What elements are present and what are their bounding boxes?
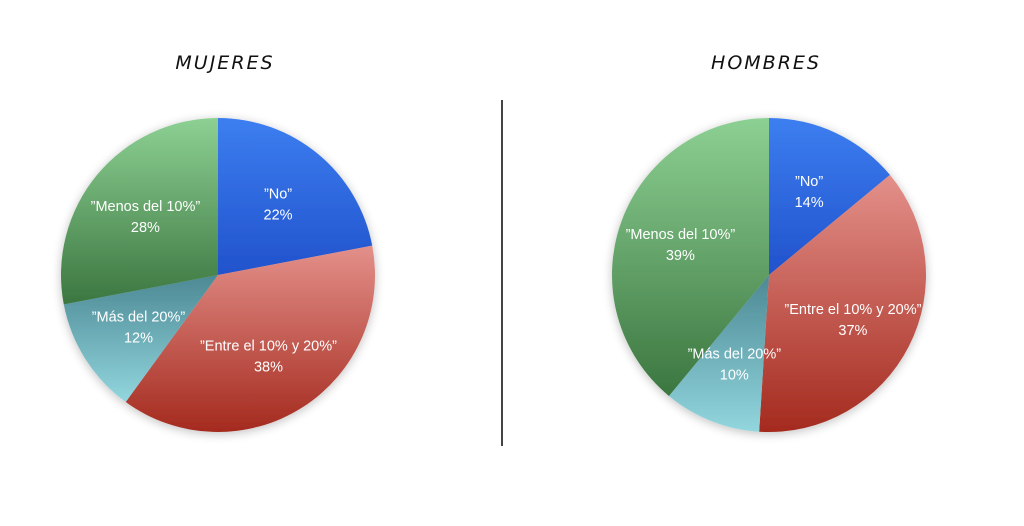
- slice-mas: [668, 275, 769, 432]
- chart-title-mujeres: MUJERES: [175, 52, 275, 74]
- slice-menos: [60, 118, 218, 305]
- slice-value-menos: 39%: [666, 248, 695, 264]
- slice-label-mas: ”Más del 20%”: [92, 309, 186, 325]
- slice-value-menos: 28%: [131, 220, 160, 236]
- slice-label-no: ”No”: [264, 186, 292, 202]
- slice-value-no: 14%: [795, 195, 824, 211]
- chart-title-hombres: HOMBRES: [711, 52, 821, 74]
- slice-value-entre: 38%: [254, 360, 283, 376]
- divider-line: [501, 100, 503, 446]
- slice-label-no: ”No”: [795, 174, 823, 190]
- pie-hombres: [611, 118, 926, 432]
- slice-no: [218, 118, 373, 275]
- slice-value-no: 22%: [264, 207, 293, 223]
- slice-menos: [611, 118, 769, 396]
- slice-mas: [63, 275, 219, 403]
- slice-label-mas: ”Más del 20%”: [688, 347, 782, 363]
- slice-value-mas: 10%: [720, 368, 749, 384]
- slice-value-mas: 12%: [124, 330, 153, 346]
- slice-label-entre: ”Entre el 10% y 20%”: [200, 339, 337, 355]
- slice-value-entre: 37%: [838, 323, 867, 339]
- pie-mujeres: [60, 118, 375, 432]
- slice-label-entre: ”Entre el 10% y 20%”: [784, 302, 921, 318]
- slice-label-menos: ”Menos del 10%”: [626, 227, 736, 243]
- slice-no: [769, 118, 890, 275]
- slice-label-menos: ”Menos del 10%”: [91, 199, 201, 215]
- slice-entre: [125, 245, 375, 432]
- slice-entre: [759, 174, 926, 432]
